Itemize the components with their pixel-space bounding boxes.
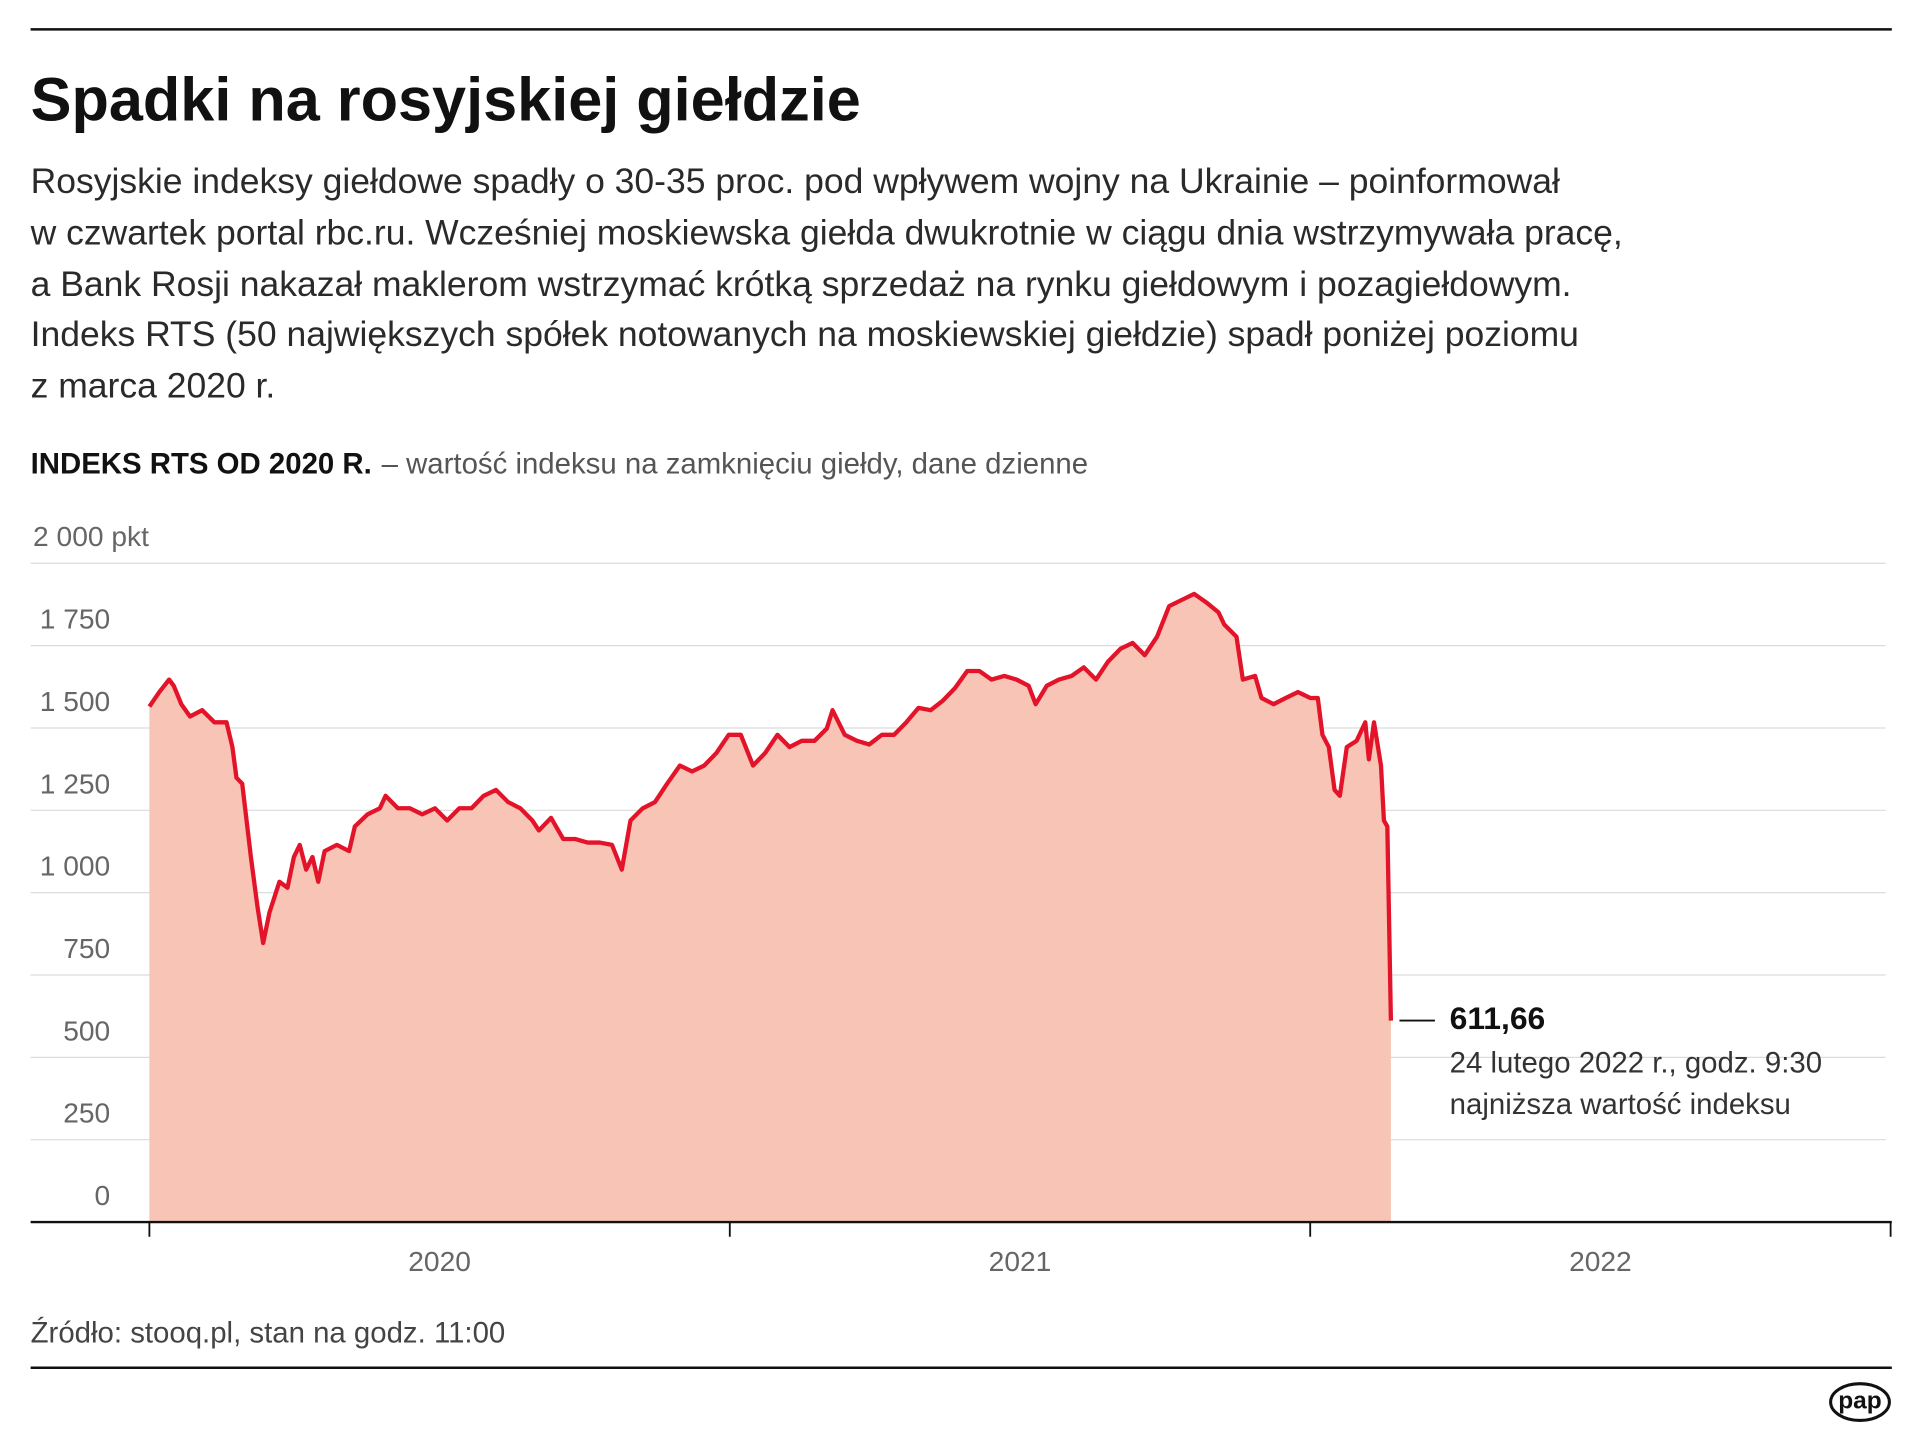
description-line: w czwartek portal rbc.ru. Wcześniej mosk… <box>30 212 1623 252</box>
y-tick-label: 2 000 pkt <box>33 521 149 552</box>
annotation-text: najniższa wartość indeksu <box>1450 1088 1791 1121</box>
y-tick-label: 1 250 <box>40 768 110 799</box>
y-tick-label: 1 500 <box>40 686 110 717</box>
y-tick-label: 1 000 <box>40 851 110 882</box>
description-line: a Bank Rosji nakazał maklerom wstrzymać … <box>31 264 1572 304</box>
x-tick-label: 2022 <box>1569 1246 1632 1277</box>
y-tick-label: 250 <box>63 1098 110 1129</box>
description-line: Indeks RTS (50 największych spółek notow… <box>31 314 1579 354</box>
subtitle-note: – wartość indeksu na zamknięciu giełdy, … <box>382 447 1089 480</box>
y-tick-label: 500 <box>63 1015 110 1046</box>
description: Rosyjskie indeksy giełdowe spadły o 30-3… <box>30 161 1623 405</box>
line <box>147 591 1394 1021</box>
y-tick-label: 1 750 <box>40 604 110 635</box>
x-tick-label: 2021 <box>989 1246 1052 1277</box>
description-line: z marca 2020 r. <box>31 366 276 406</box>
y-tick-label: 0 <box>95 1180 111 1211</box>
annotation-text: 24 lutego 2022 r., godz. 9:30 <box>1450 1046 1822 1079</box>
source: Źródło: stooq.pl, stan na godz. 11:00 <box>31 1316 506 1349</box>
annotation-value: 611,66 <box>1450 1000 1546 1036</box>
chart-subtitle: INDEKS RTS OD 2020 R. – wartość indeksu n… <box>31 447 1088 480</box>
x-tick-label: 2020 <box>408 1246 471 1277</box>
plot: 0 250 500 750 1 000 1 250 1 500 1 750 2 000 pkt 2… <box>30 521 1892 1277</box>
description-line: Rosyjskie indeksy giełdowe spadły o 30-3… <box>31 161 1560 201</box>
chart-title: Spadki na rosyjskiej giełdzie <box>31 65 861 133</box>
subtitle-bold: INDEKS RTS OD 2020 R. <box>31 447 372 480</box>
logo: pap <box>1838 1388 1882 1415</box>
y-tick-label: 750 <box>63 933 110 964</box>
area <box>149 593 1391 1223</box>
logo-frame <box>1829 1382 1891 1422</box>
